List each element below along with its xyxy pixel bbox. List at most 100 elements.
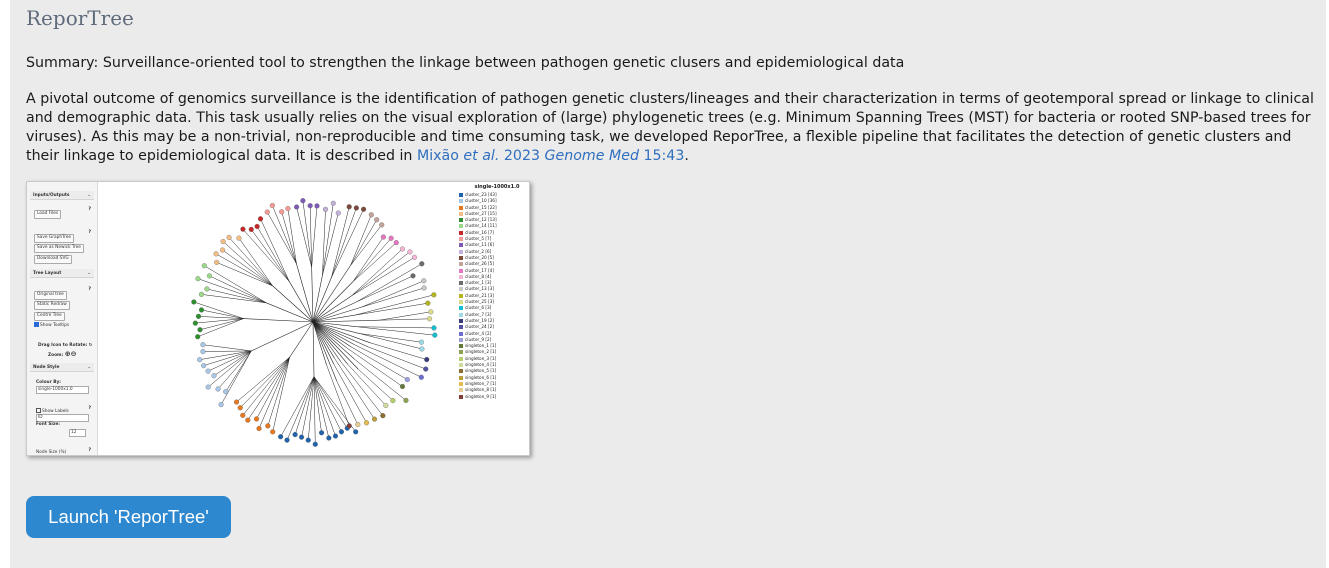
legend-swatch <box>459 369 463 374</box>
legend-swatch <box>459 255 463 260</box>
tree-node <box>338 429 344 435</box>
legend-swatch <box>459 237 463 242</box>
legend-item: cluster_15 [22] <box>459 205 529 211</box>
legend-label: cluster_25 [3] <box>465 299 494 305</box>
tree-branch <box>251 229 290 282</box>
tree-branch <box>256 357 290 420</box>
tree-branch <box>198 316 244 319</box>
tree-branch <box>351 248 403 297</box>
tree-branch <box>313 376 342 432</box>
tree-node <box>198 291 205 297</box>
tree-node <box>218 402 224 408</box>
legend-swatch <box>459 381 463 386</box>
tree-node <box>407 249 413 255</box>
tree-node <box>355 422 361 428</box>
tree-branch <box>243 318 314 323</box>
tree-branch <box>296 263 314 323</box>
tree-branch <box>208 350 252 388</box>
show-labels-checkbox: Show Labels <box>36 408 69 414</box>
section-node-style: Node Style ⌄ <box>30 363 94 372</box>
tree-node <box>200 342 206 348</box>
rotate-icon: ↻ <box>88 343 93 348</box>
tree-node <box>205 384 211 390</box>
legend-swatch <box>459 218 463 223</box>
tree-branch <box>309 205 312 268</box>
legend-label: cluster_7 [3] <box>465 311 492 317</box>
legend-swatch <box>459 375 463 380</box>
save-graphtree-button: Save GraphTree <box>34 234 75 243</box>
tree-node <box>204 286 210 292</box>
tree-branch <box>311 267 314 323</box>
legend-label: singleton_9 [1] <box>465 393 497 399</box>
legend-label: cluster_19 [2] <box>465 317 494 323</box>
node-size-label: Node Size (%) <box>36 450 67 455</box>
legend-swatch <box>459 331 463 336</box>
legend-swatch <box>459 249 463 254</box>
tree-branch <box>312 321 327 365</box>
legend-swatch <box>459 388 463 393</box>
tree-branch <box>197 278 267 304</box>
centre-tree-button: Centre Tree <box>34 312 65 321</box>
tree-branch <box>286 376 315 441</box>
legend-label: cluster_4 [2] <box>465 330 492 336</box>
checkbox-unchecked-icon <box>36 408 41 413</box>
tree-branch <box>260 218 290 282</box>
legend-item: cluster_16 [7] <box>459 230 529 236</box>
tree-branch <box>367 346 426 370</box>
citation-link[interactable]: Mixão et al. 2023 Genome Med 15:43 <box>417 148 684 164</box>
tree-node <box>335 210 341 216</box>
tree-branch <box>350 219 377 266</box>
download-svg-button: Download SVG <box>34 255 72 264</box>
tree-node <box>240 226 246 232</box>
legend-swatch <box>459 337 463 342</box>
legend-swatch <box>459 318 463 323</box>
legend-swatch <box>459 312 463 317</box>
tree-branch <box>204 265 267 304</box>
legend-item: cluster_27 [15] <box>459 211 529 217</box>
citation-etal: et al. <box>463 148 500 164</box>
tree-branch <box>322 209 326 276</box>
tree-legend: cluster_23 [43] cluster_10 [36] cluster_15… <box>459 192 529 400</box>
legend-item: singleton_2 [1] <box>459 349 529 355</box>
legend-label: cluster_20 [5] <box>465 254 494 260</box>
legend-swatch <box>459 205 463 210</box>
tree-branch <box>301 376 315 438</box>
legend-label: singleton_8 [1] <box>465 387 497 393</box>
legend-label: cluster_17 [4] <box>465 267 494 273</box>
tree-node <box>213 251 219 257</box>
legend-item: cluster_26 [5] <box>459 261 529 267</box>
tree-node <box>368 212 374 218</box>
legend-item: cluster_2 [6] <box>459 249 529 255</box>
legend-swatch <box>459 363 463 368</box>
tree-branch <box>356 275 414 303</box>
tree-node <box>393 240 399 246</box>
legend-item: cluster_8 [4] <box>459 274 529 280</box>
citation-year: 2023 <box>499 148 545 164</box>
tree-branch <box>222 249 273 287</box>
tree-branch <box>350 224 382 266</box>
legend-label: singleton_2 [1] <box>465 349 497 355</box>
tree-branch <box>312 301 357 323</box>
section-io: Inputs/Outputs ⌄ <box>30 191 94 200</box>
tree-node <box>330 200 336 206</box>
tree-branch <box>225 350 252 392</box>
zoom-out-icon: ⊖ <box>70 350 77 358</box>
tree-branch <box>220 350 252 405</box>
description-end: . <box>684 148 689 164</box>
tree-branch <box>272 285 314 323</box>
tree-node <box>423 366 429 372</box>
tree-branch <box>350 346 408 380</box>
tree-branch <box>312 321 347 349</box>
section-layout: Tree Layout ⌄ <box>30 269 94 278</box>
tree-node <box>197 327 203 333</box>
legend-item: cluster_11 [6] <box>459 242 529 248</box>
tree-branch <box>202 344 252 352</box>
tree-branch <box>346 347 403 387</box>
launch-reportree-button[interactable]: Launch 'ReporTree' <box>26 496 231 538</box>
tree-branch <box>333 363 367 423</box>
tree-branch <box>313 376 330 439</box>
tree-branch <box>296 206 312 268</box>
legend-swatch <box>459 394 463 399</box>
tree-branch <box>312 321 342 362</box>
legend-item: cluster_13 [3] <box>459 286 529 292</box>
